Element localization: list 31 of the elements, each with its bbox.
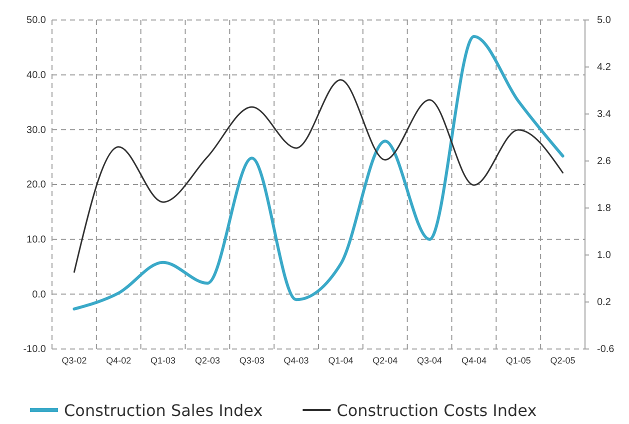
y2-tick-label: 5.0	[597, 15, 612, 26]
y2-tick-label: 3.4	[597, 109, 612, 120]
legend-label: Construction Sales Index	[64, 401, 263, 420]
y-tick-label: 30.0	[26, 124, 46, 136]
y2-tick-label: -0.6	[597, 344, 615, 356]
x-tick-label: Q1-03	[150, 355, 176, 366]
x-tick-label: Q1-05	[506, 355, 531, 366]
x-tick-label: Q2-04	[372, 355, 398, 366]
x-tick-label: Q2-05	[550, 355, 576, 366]
x-tick-label: Q2-03	[194, 355, 220, 366]
y2-tick-label: 1.8	[597, 203, 612, 214]
x-tick-label: Q4-02	[106, 355, 132, 366]
legend-label: Construction Costs Index	[336, 401, 537, 420]
y-tick-label: 40.0	[26, 70, 46, 82]
y2-tick-label: 1.0	[597, 250, 612, 262]
x-tick-label: Q3-04	[417, 355, 442, 366]
y2-tick-label: 2.6	[597, 156, 612, 168]
y2-tick-label: 0.2	[597, 297, 612, 308]
x-tick-label: Q4-04	[461, 355, 486, 366]
line-series	[72, 34, 564, 310]
y-tick-label: -10.0	[23, 344, 46, 356]
y2-tick-label: 4.2	[597, 62, 612, 74]
y-tick-label: 10.0	[26, 234, 46, 246]
y-tick-label: 20.0	[26, 180, 46, 191]
x-tick-label: Q3-03	[239, 355, 264, 366]
y-tick-label: 0.0	[32, 289, 46, 300]
x-tick-label: Q3-02	[62, 355, 87, 366]
x-tick-label: Q1-04	[328, 355, 354, 366]
y-tick-label: 50.0	[26, 15, 46, 26]
x-tick-label: Q4-03	[284, 355, 309, 366]
line-series	[73, 79, 564, 273]
